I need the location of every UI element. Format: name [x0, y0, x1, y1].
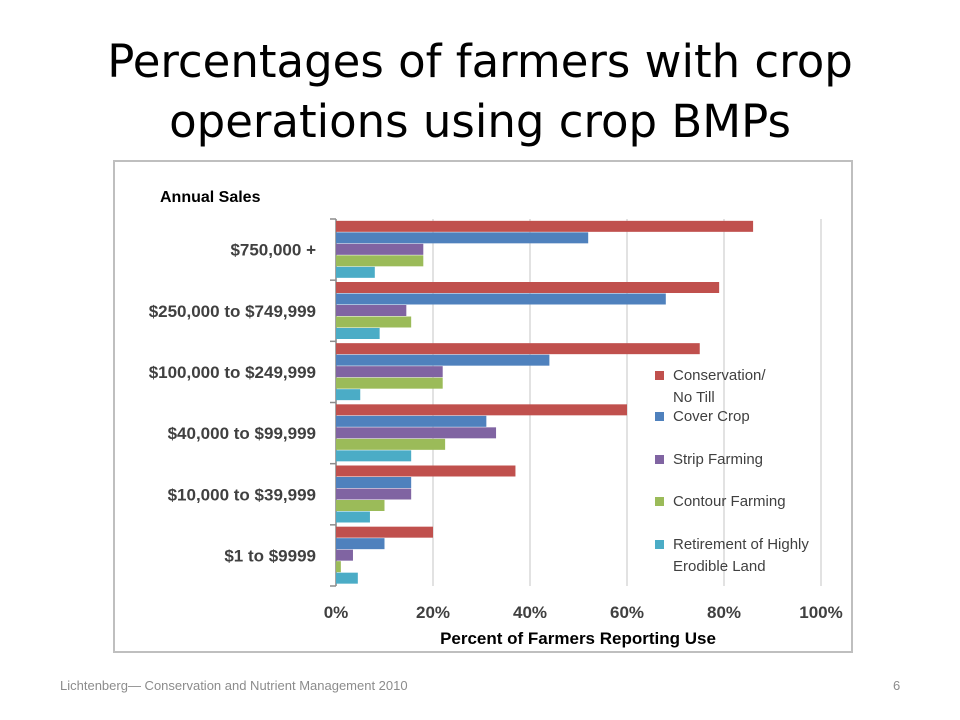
bar-3-2 [336, 427, 497, 439]
legend-label-3-0: Contour Farming [673, 493, 786, 510]
legend-label-0-0: Conservation/ [673, 367, 766, 384]
slide-title-line-1: Percentages of farmers with crop [107, 35, 853, 88]
bar-2-4 [336, 389, 361, 401]
bar-5-3 [336, 561, 341, 573]
bar-2-0 [336, 343, 700, 355]
category-label-0: $750,000 + [230, 241, 316, 260]
legend-swatch-3 [655, 497, 664, 506]
bar-5-0 [336, 526, 433, 538]
legend-label-1-0: Cover Crop [673, 408, 750, 425]
x-tick-label-5: 100% [799, 603, 842, 622]
x-axis-title: Percent of Farmers Reporting Use [440, 629, 716, 648]
bar-1-4 [336, 328, 380, 339]
bar-5-1 [336, 538, 385, 550]
bar-2-3 [336, 377, 443, 389]
legend-label-0-1: No Till [673, 389, 715, 406]
bar-4-0 [336, 465, 516, 477]
category-label-1: $250,000 to $749,999 [149, 302, 316, 321]
bar-chart: $750,000 + $250,000 to $749,999 $100,000 t… [149, 189, 843, 648]
legend-swatch-4 [655, 540, 664, 549]
legend-label-4-1: Erodible Land [673, 558, 766, 575]
category-label-2: $100,000 to $249,999 [149, 363, 316, 382]
bar-1-0 [336, 282, 720, 293]
bar-5-4 [336, 572, 358, 584]
bar-5-2 [336, 549, 353, 561]
bar-4-2 [336, 488, 412, 500]
bar-0-2 [336, 243, 424, 255]
bar-3-0 [336, 404, 627, 416]
bar-0-4 [336, 266, 375, 278]
bar-3-1 [336, 415, 487, 427]
legend-swatch-2 [655, 455, 664, 464]
bar-4-4 [336, 511, 370, 523]
x-tick-label-3: 60% [610, 603, 644, 622]
bar-1-3 [336, 316, 412, 328]
x-tick-label-0: 0% [324, 603, 349, 622]
page-number: 6 [893, 678, 901, 693]
bar-3-4 [336, 450, 412, 462]
slide-title: Percentages of farmers with crop operati… [60, 32, 900, 152]
bar-2-1 [336, 354, 550, 366]
bar-4-3 [336, 500, 385, 511]
bar-1-1 [336, 293, 666, 305]
category-axis-title: Annual Sales [160, 189, 261, 206]
category-label-5: $1 to $9999 [224, 546, 316, 565]
x-tick-label-2: 40% [513, 603, 547, 622]
slide-footer: Lichtenberg— Conservation and Nutrient M… [60, 678, 408, 693]
slide-title-line-2: operations using crop BMPs [169, 95, 791, 148]
legend-swatch-1 [655, 412, 664, 421]
category-label-4: $10,000 to $39,999 [168, 485, 316, 504]
legend-swatch-0 [655, 371, 664, 380]
category-label-3: $40,000 to $99,999 [168, 424, 316, 443]
bar-chart-frame: $750,000 + $250,000 to $749,999 $100,000 t… [113, 160, 853, 653]
bar-2-2 [336, 366, 443, 378]
bar-4-1 [336, 477, 412, 488]
bar-3-3 [336, 438, 446, 450]
bar-0-3 [336, 255, 424, 267]
x-tick-label-1: 20% [416, 603, 450, 622]
bar-0-1 [336, 232, 589, 244]
bar-0-0 [336, 220, 754, 232]
legend-label-4-0: Retirement of Highly [673, 536, 809, 553]
legend-label-2-0: Strip Farming [673, 451, 763, 468]
x-tick-label-4: 80% [707, 603, 741, 622]
bar-1-2 [336, 305, 407, 316]
